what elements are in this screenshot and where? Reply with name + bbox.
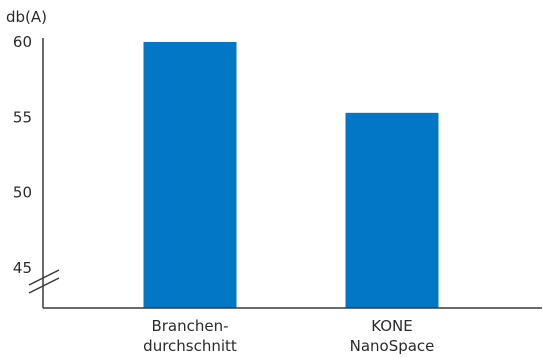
x-category-label: Branchen-durchschnitt [143, 317, 237, 355]
x-category-label: KONE NanoSpace [350, 317, 435, 355]
axis-break-marker [28, 269, 60, 294]
x-category-label-line: durchschnitt [143, 337, 237, 355]
bars [143, 42, 439, 309]
x-category-label-line: NanoSpace [350, 337, 435, 355]
x-axis-category-labels: Branchen-durchschnitt KONE NanoSpace [143, 317, 434, 355]
y-tick-label: 50 [13, 184, 32, 202]
y-tick-label: 60 [13, 33, 32, 51]
x-category-label-line: KONE [371, 317, 413, 335]
bar [345, 112, 439, 309]
y-axis-unit-label: db(A) [6, 8, 47, 26]
y-axis-ticks: 60 55 50 45 [13, 33, 32, 277]
bar [143, 42, 237, 308]
y-tick-label: 45 [13, 259, 32, 277]
x-category-label-line: Branchen- [151, 317, 228, 335]
y-tick-label: 55 [13, 108, 32, 126]
